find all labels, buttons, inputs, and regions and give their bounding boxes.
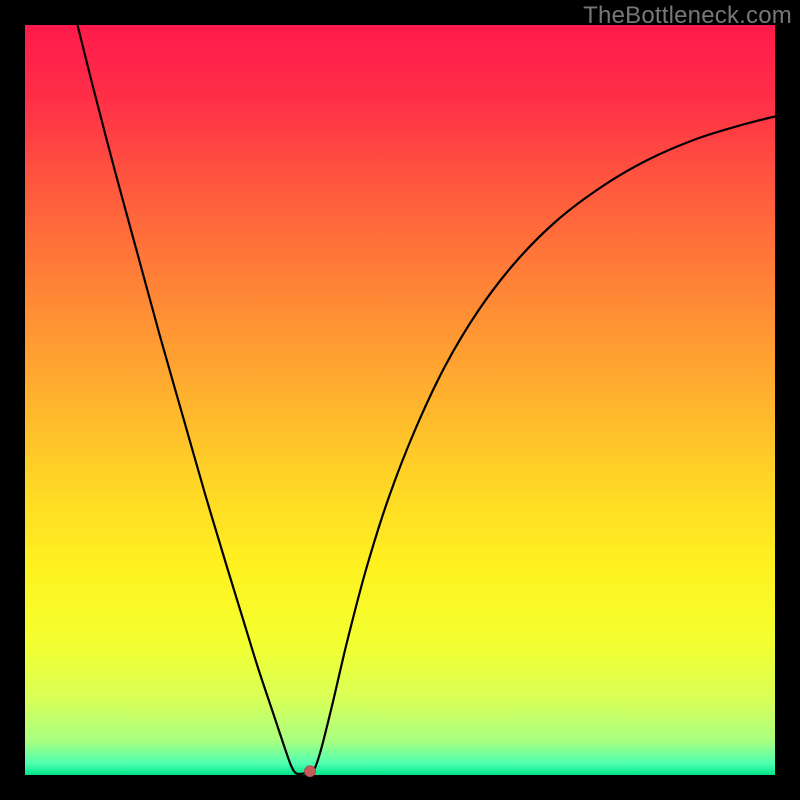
chart-svg (0, 0, 800, 800)
watermark-text: TheBottleneck.com (583, 2, 792, 30)
chart-container: TheBottleneck.com (0, 0, 800, 800)
